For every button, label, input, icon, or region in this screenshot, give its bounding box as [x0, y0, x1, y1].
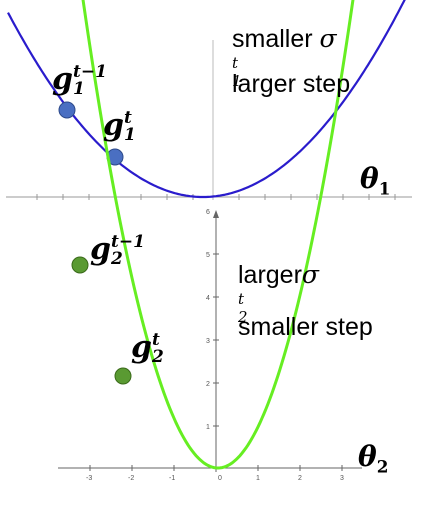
bottom-point-prev: [71, 256, 89, 274]
x-tick-label: 2: [298, 475, 302, 482]
x-tick-label: -3: [86, 475, 92, 482]
y-tick-label: 4: [206, 295, 210, 302]
bottom-point-prev-label: g t−1 2: [90, 232, 145, 269]
bottom-axis-label: θ2: [358, 440, 389, 477]
top-panel: [6, 0, 412, 200]
top-axis-label: θ1: [360, 162, 391, 199]
bottom-y-axis-arrow: [213, 210, 219, 218]
bottom-tick-labels: -3 -2 -1 0 1 2 3 1 2 3 4 5 6: [86, 209, 344, 482]
bottom-parabola-curve: [81, 0, 355, 470]
y-tick-label: 6: [206, 209, 210, 216]
bottom-y-ticks: [213, 253, 219, 427]
top-note-line2: larger step: [232, 70, 351, 98]
top-parabola-curve: [7, 0, 406, 199]
y-tick-label: 1: [206, 424, 210, 431]
bottom-note-line2: smaller step: [238, 313, 373, 341]
y-tick-label: 2: [206, 381, 210, 388]
y-tick-label: 5: [206, 252, 210, 259]
x-tick-label: -2: [128, 475, 134, 482]
x-tick-label: 0: [218, 475, 222, 482]
bottom-note-word: larger: [238, 261, 302, 289]
top-point-prev-label: g t−1 1: [52, 62, 107, 99]
y-tick-label: 3: [206, 338, 210, 345]
bottom-panel: -3 -2 -1 0 1 2 3 1 2 3 4 5 6: [58, 0, 362, 482]
bottom-x-ticks: [89, 465, 343, 471]
bottom-note-line1: largerσ t 2: [238, 260, 319, 326]
x-tick-label: 1: [256, 475, 260, 482]
bottom-point-curr: [114, 367, 132, 385]
top-point-prev: [58, 101, 76, 119]
x-tick-label: 3: [340, 475, 344, 482]
top-note-word: smaller: [232, 25, 313, 53]
x-tick-label: -1: [169, 475, 175, 482]
